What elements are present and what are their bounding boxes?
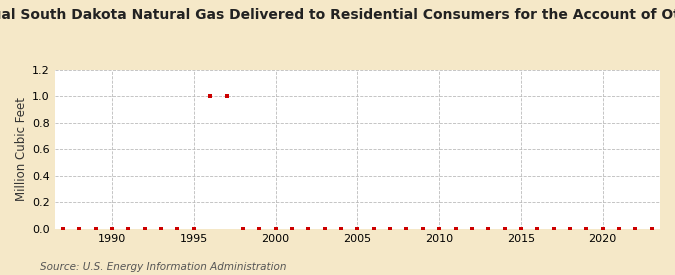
Y-axis label: Million Cubic Feet: Million Cubic Feet: [15, 97, 28, 201]
Text: Annual South Dakota Natural Gas Delivered to Residential Consumers for the Accou: Annual South Dakota Natural Gas Delivere…: [0, 8, 675, 22]
Text: Source: U.S. Energy Information Administration: Source: U.S. Energy Information Administ…: [40, 262, 287, 272]
